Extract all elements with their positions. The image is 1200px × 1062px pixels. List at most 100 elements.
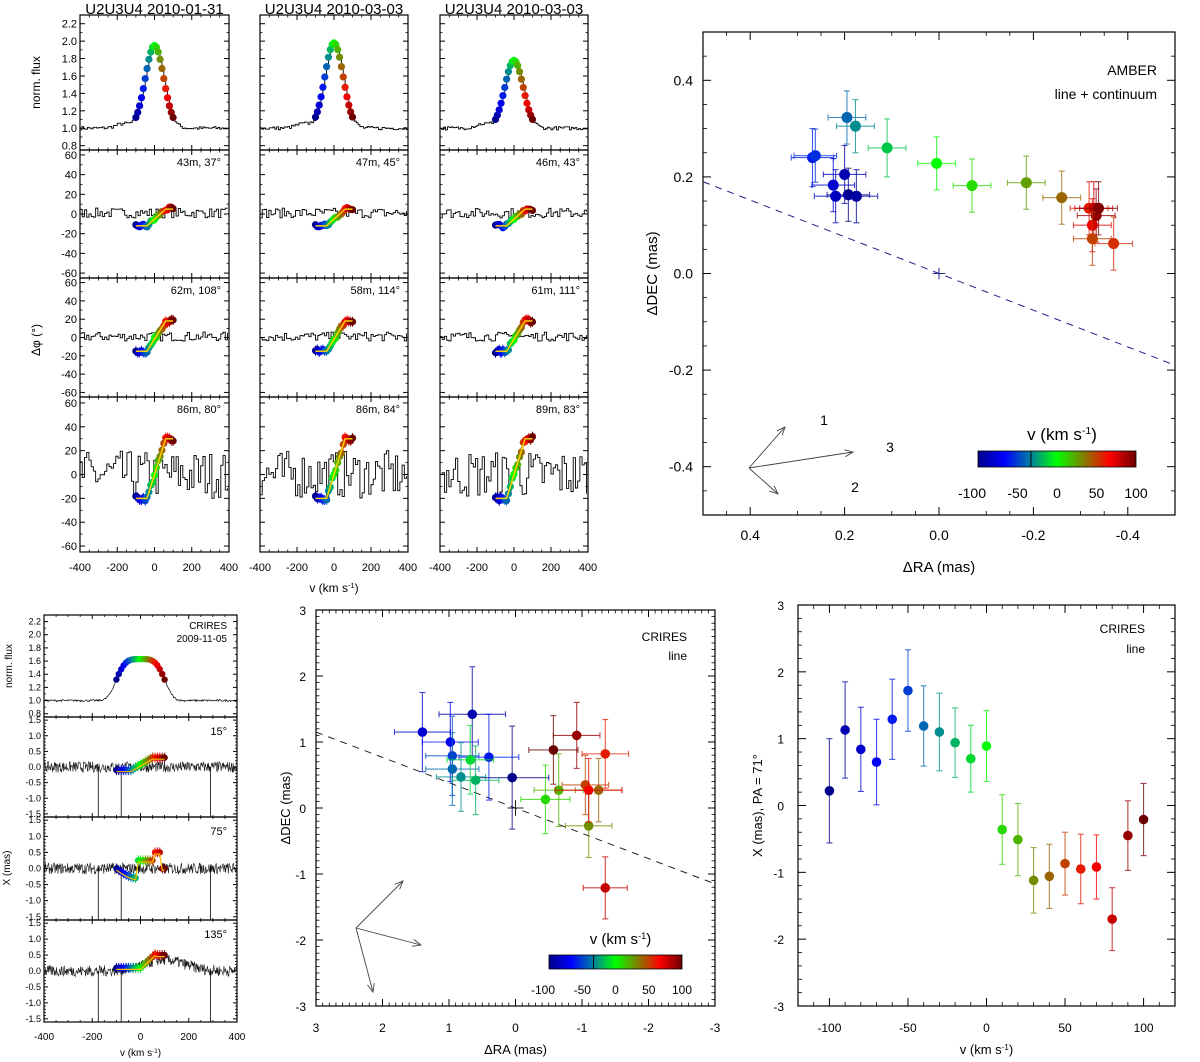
baseline-label: 46m, 43° xyxy=(536,157,580,169)
flux-panel-frame xyxy=(259,14,409,151)
flux-point xyxy=(324,53,333,61)
crires-x-y-tick-label: -0.5 xyxy=(25,982,41,992)
crires-x-tick-label: 400 xyxy=(229,1032,246,1043)
flux-y-tick-label: 0.8 xyxy=(62,141,77,153)
flux-point xyxy=(519,83,527,92)
phase-model-line xyxy=(135,208,174,227)
baseline-label: 61m, 111° xyxy=(531,285,580,297)
baseline-arrow-head xyxy=(776,426,786,436)
phase-y-tick-label: -60 xyxy=(61,268,77,280)
x-tick-label: 400 xyxy=(399,562,417,574)
phase-point xyxy=(528,206,537,215)
phase-y-tick-label: -40 xyxy=(61,369,77,381)
crires-pv-annotation-subtitle: line xyxy=(1126,642,1145,656)
colorbar-tick-label: -100 xyxy=(531,983,555,997)
crires-pv-data-point xyxy=(965,753,976,764)
x-tick-label: 400 xyxy=(220,562,238,574)
crires-sky-x-tick-label: 3 xyxy=(313,1021,320,1035)
flux-spectrum xyxy=(80,44,230,131)
crires-x-y-tick-label: -1.0 xyxy=(25,896,41,906)
crires-pv-data-point xyxy=(824,785,835,796)
flux-panel-frame xyxy=(79,14,230,151)
flux-panel-frame xyxy=(439,14,589,151)
baseline-arrow-head xyxy=(844,449,855,458)
flux-point xyxy=(137,94,146,102)
crires-pa-label: 75° xyxy=(210,826,227,838)
flux-point xyxy=(156,55,164,63)
phase-model-line xyxy=(315,208,353,227)
baseline-label: 58m, 114° xyxy=(351,285,400,297)
crires-pv-data-point xyxy=(997,824,1008,835)
crires-pa-label: 135° xyxy=(204,929,227,941)
crires-x-y-tick-label: 0.5 xyxy=(28,950,41,960)
crires-sky-data-point xyxy=(484,752,494,762)
crires-flux-point xyxy=(156,666,163,673)
phase-model-line xyxy=(495,320,533,352)
amber-y-tick-label: 0.4 xyxy=(674,72,694,88)
colorbar-tick-label: -100 xyxy=(958,485,986,501)
crires-position-velocity-plot: -100 -50 0 50 100 -3 -2 -1 0 1 2 3 v (km s-1) X (mas)… xyxy=(750,599,1176,1057)
crires-x-y-tick-label: 0.5 xyxy=(28,746,41,756)
flux-point xyxy=(160,74,168,83)
crires-x-y-tick-label: 0.5 xyxy=(28,847,41,857)
crires-pv-data-point xyxy=(1123,830,1133,841)
amber-data-point xyxy=(881,142,893,154)
phase-model-line xyxy=(495,208,533,227)
crires-pv-data-point xyxy=(950,737,960,748)
amber-x-tick-label: 0.2 xyxy=(835,527,855,543)
x-tick-label: -400 xyxy=(429,562,451,574)
crires-sky-y-tick-label: 0 xyxy=(299,802,306,816)
flux-point xyxy=(134,108,142,116)
crires-x-point xyxy=(161,754,168,761)
colorbar-tick-label: 100 xyxy=(672,983,692,997)
flux-point xyxy=(528,115,537,123)
amber-y-tick-label: 0.2 xyxy=(674,169,694,185)
baseline-label: 62m, 108° xyxy=(171,285,221,297)
colorbar-tick-label: -50 xyxy=(1007,485,1027,501)
crires-sky-x-axis-label: ΔRA (mas) xyxy=(484,1042,547,1057)
crires-sky-data-point xyxy=(465,755,476,765)
crires-flux-point xyxy=(161,676,168,683)
crires-pv-frame xyxy=(797,604,1176,1007)
crires-sky-y-tick-label: -1 xyxy=(295,868,306,882)
phase-point xyxy=(528,318,537,326)
colorbar xyxy=(977,450,1137,468)
crires-pv-data-point xyxy=(1060,858,1070,869)
crires-pv-data-point xyxy=(918,721,929,731)
phase-y-tick-label: 0 xyxy=(71,333,77,345)
crires-flux-y-tick-label: 1.2 xyxy=(28,682,41,692)
crires-sky-data-point xyxy=(583,821,594,831)
amber-x-tick-label: -0.2 xyxy=(1021,527,1045,543)
colorbar-tick-label: 0 xyxy=(612,983,619,997)
crires-model-line xyxy=(116,955,165,971)
x-tick-label: -400 xyxy=(69,562,91,574)
flux-point xyxy=(503,75,511,83)
phase-model-line xyxy=(135,320,174,352)
crires-pv-data-point xyxy=(1028,875,1039,886)
flux-spectrum xyxy=(260,44,409,131)
crires-sky-x-tick-label: -1 xyxy=(577,1021,588,1035)
crires-x-y-tick-label: -0.5 xyxy=(25,880,41,890)
flux-point xyxy=(337,63,345,71)
crires-pv-data-point xyxy=(840,725,850,735)
x-tick-label: 200 xyxy=(542,562,560,574)
crires-flux-y-tick-label: 2.0 xyxy=(28,630,41,640)
x-axis-label: v (km s-1) xyxy=(309,581,358,596)
crires-baseline-arrow xyxy=(355,880,404,929)
flux-point xyxy=(165,102,173,110)
crires-x-spectrum xyxy=(43,760,238,774)
colorbar-tick-label: 0 xyxy=(1053,485,1061,501)
amber-photocenter-plot: 0.4 0.2 0.0 -0.2 -0.4 -0.4 -0.2 0.0 0.2 0.4 ΔRA (m… xyxy=(644,31,1176,576)
flux-y-tick-label: 1.8 xyxy=(62,54,77,66)
phase-model-line xyxy=(315,320,353,352)
phase-y-tick-label: -20 xyxy=(61,493,77,505)
flux-point xyxy=(162,84,170,93)
crires-flux-point xyxy=(115,670,122,678)
crires-pv-data-point xyxy=(1044,871,1055,882)
phase-y-tick-label: 60 xyxy=(65,150,77,162)
phase-spectrum xyxy=(80,207,228,219)
phase-y-tick-label: 40 xyxy=(65,170,77,182)
crires-sky-data-point xyxy=(470,775,481,786)
amber-y-tick-label: -0.4 xyxy=(669,459,693,475)
